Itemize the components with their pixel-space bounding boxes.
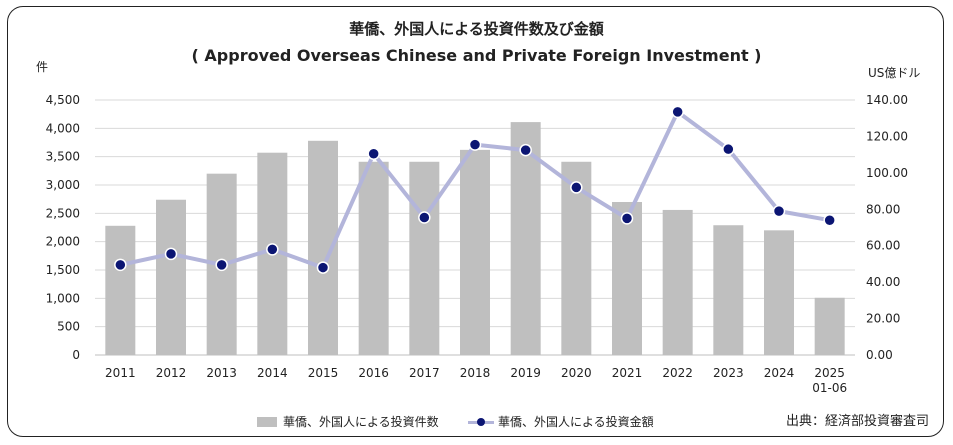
- y-right-tick-label: 40.00: [866, 275, 900, 289]
- y-right-tick-label: 80.00: [866, 202, 900, 216]
- y-right-tick-label: 120.00: [866, 129, 908, 143]
- y-left-tick-label: 1,500: [46, 263, 80, 277]
- amount-point: [620, 212, 634, 225]
- bar: [510, 122, 541, 355]
- amount-point: [570, 181, 583, 194]
- amount-point: [772, 204, 786, 218]
- y-left-tick-label: 2,500: [46, 206, 80, 220]
- amount-point: [418, 211, 431, 224]
- y-left-tick-label: 2,000: [46, 235, 80, 249]
- x-tick-label: 2019: [510, 366, 541, 380]
- bar: [814, 297, 845, 355]
- bar: [713, 225, 744, 355]
- amount-point: [671, 105, 684, 119]
- x-tick-label: 2024: [764, 366, 795, 380]
- amount-point: [722, 142, 735, 156]
- bar: [662, 209, 693, 355]
- bar: [156, 199, 186, 355]
- x-tick-label: 2021: [612, 366, 643, 380]
- bar: [764, 230, 794, 355]
- y-left-tick-label: 500: [57, 320, 80, 334]
- x-tick-label: 2012: [156, 366, 187, 380]
- left-axis-unit: 件: [36, 60, 49, 74]
- legend-item-bars: 華僑、外国人による投資件数: [257, 413, 439, 430]
- y-right-tick-label: 140.00: [866, 93, 908, 107]
- y-left-tick-label: 3,500: [46, 150, 80, 164]
- source-note: 出典：経済部投資審査司: [786, 414, 930, 429]
- x-tick-label: 2020: [561, 366, 592, 380]
- x-tick-label: 2018: [460, 366, 491, 380]
- legend-bar-swatch: [257, 416, 277, 427]
- chart-title: 華僑、外国人による投資件数及び金額: [349, 20, 604, 38]
- x-tick-label: 2017: [409, 366, 440, 380]
- amount-point: [114, 258, 127, 272]
- x-tick-label: 2014: [257, 366, 288, 380]
- y-left-tick-label: 4,000: [46, 121, 80, 135]
- y-right-tick-label: 0.00: [866, 348, 893, 362]
- chart-subtitle: ( Approved Overseas Chinese and Private …: [191, 46, 762, 65]
- bar: [358, 161, 389, 355]
- amount-point: [164, 247, 178, 261]
- x-tick-label: 2011: [105, 366, 136, 380]
- bar: [105, 225, 136, 355]
- amount-point: [266, 243, 279, 256]
- y-left-tick-label: 0: [72, 348, 80, 362]
- y-left-tick-label: 1,000: [46, 291, 80, 305]
- legend-bar-label: 華僑、外国人による投資件数: [283, 415, 439, 429]
- x-tick-label: 2013: [206, 366, 237, 380]
- y-left-tick-label: 3,000: [46, 178, 80, 192]
- bar: [460, 149, 490, 355]
- x-tick-label: 2016: [358, 366, 389, 380]
- right-axis-unit: US億ドル: [868, 66, 921, 80]
- x-tick-label: 01-06: [812, 381, 847, 395]
- x-tick-label: 2015: [308, 366, 339, 380]
- amount-point: [215, 258, 228, 272]
- amount-point: [316, 261, 330, 274]
- y-right-tick-label: 100.00: [866, 166, 908, 180]
- x-tick-label: 2023: [713, 366, 744, 380]
- legend-line-swatch: [468, 417, 494, 427]
- bar: [612, 202, 642, 355]
- y-right-tick-label: 20.00: [866, 312, 900, 326]
- amount-point: [468, 138, 482, 151]
- amount-point: [823, 213, 836, 227]
- y-right-tick-label: 60.00: [866, 239, 900, 253]
- x-tick-label: 2022: [662, 366, 693, 380]
- y-left-tick-label: 4,500: [46, 93, 80, 107]
- amount-point: [519, 143, 532, 157]
- amount-point: [367, 147, 380, 160]
- x-tick-label: 2025: [814, 366, 845, 380]
- bar: [409, 161, 440, 355]
- legend-item-line: 華僑、外国人による投資金額: [468, 413, 654, 430]
- legend-line-label: 華僑、外国人による投資金額: [498, 415, 654, 429]
